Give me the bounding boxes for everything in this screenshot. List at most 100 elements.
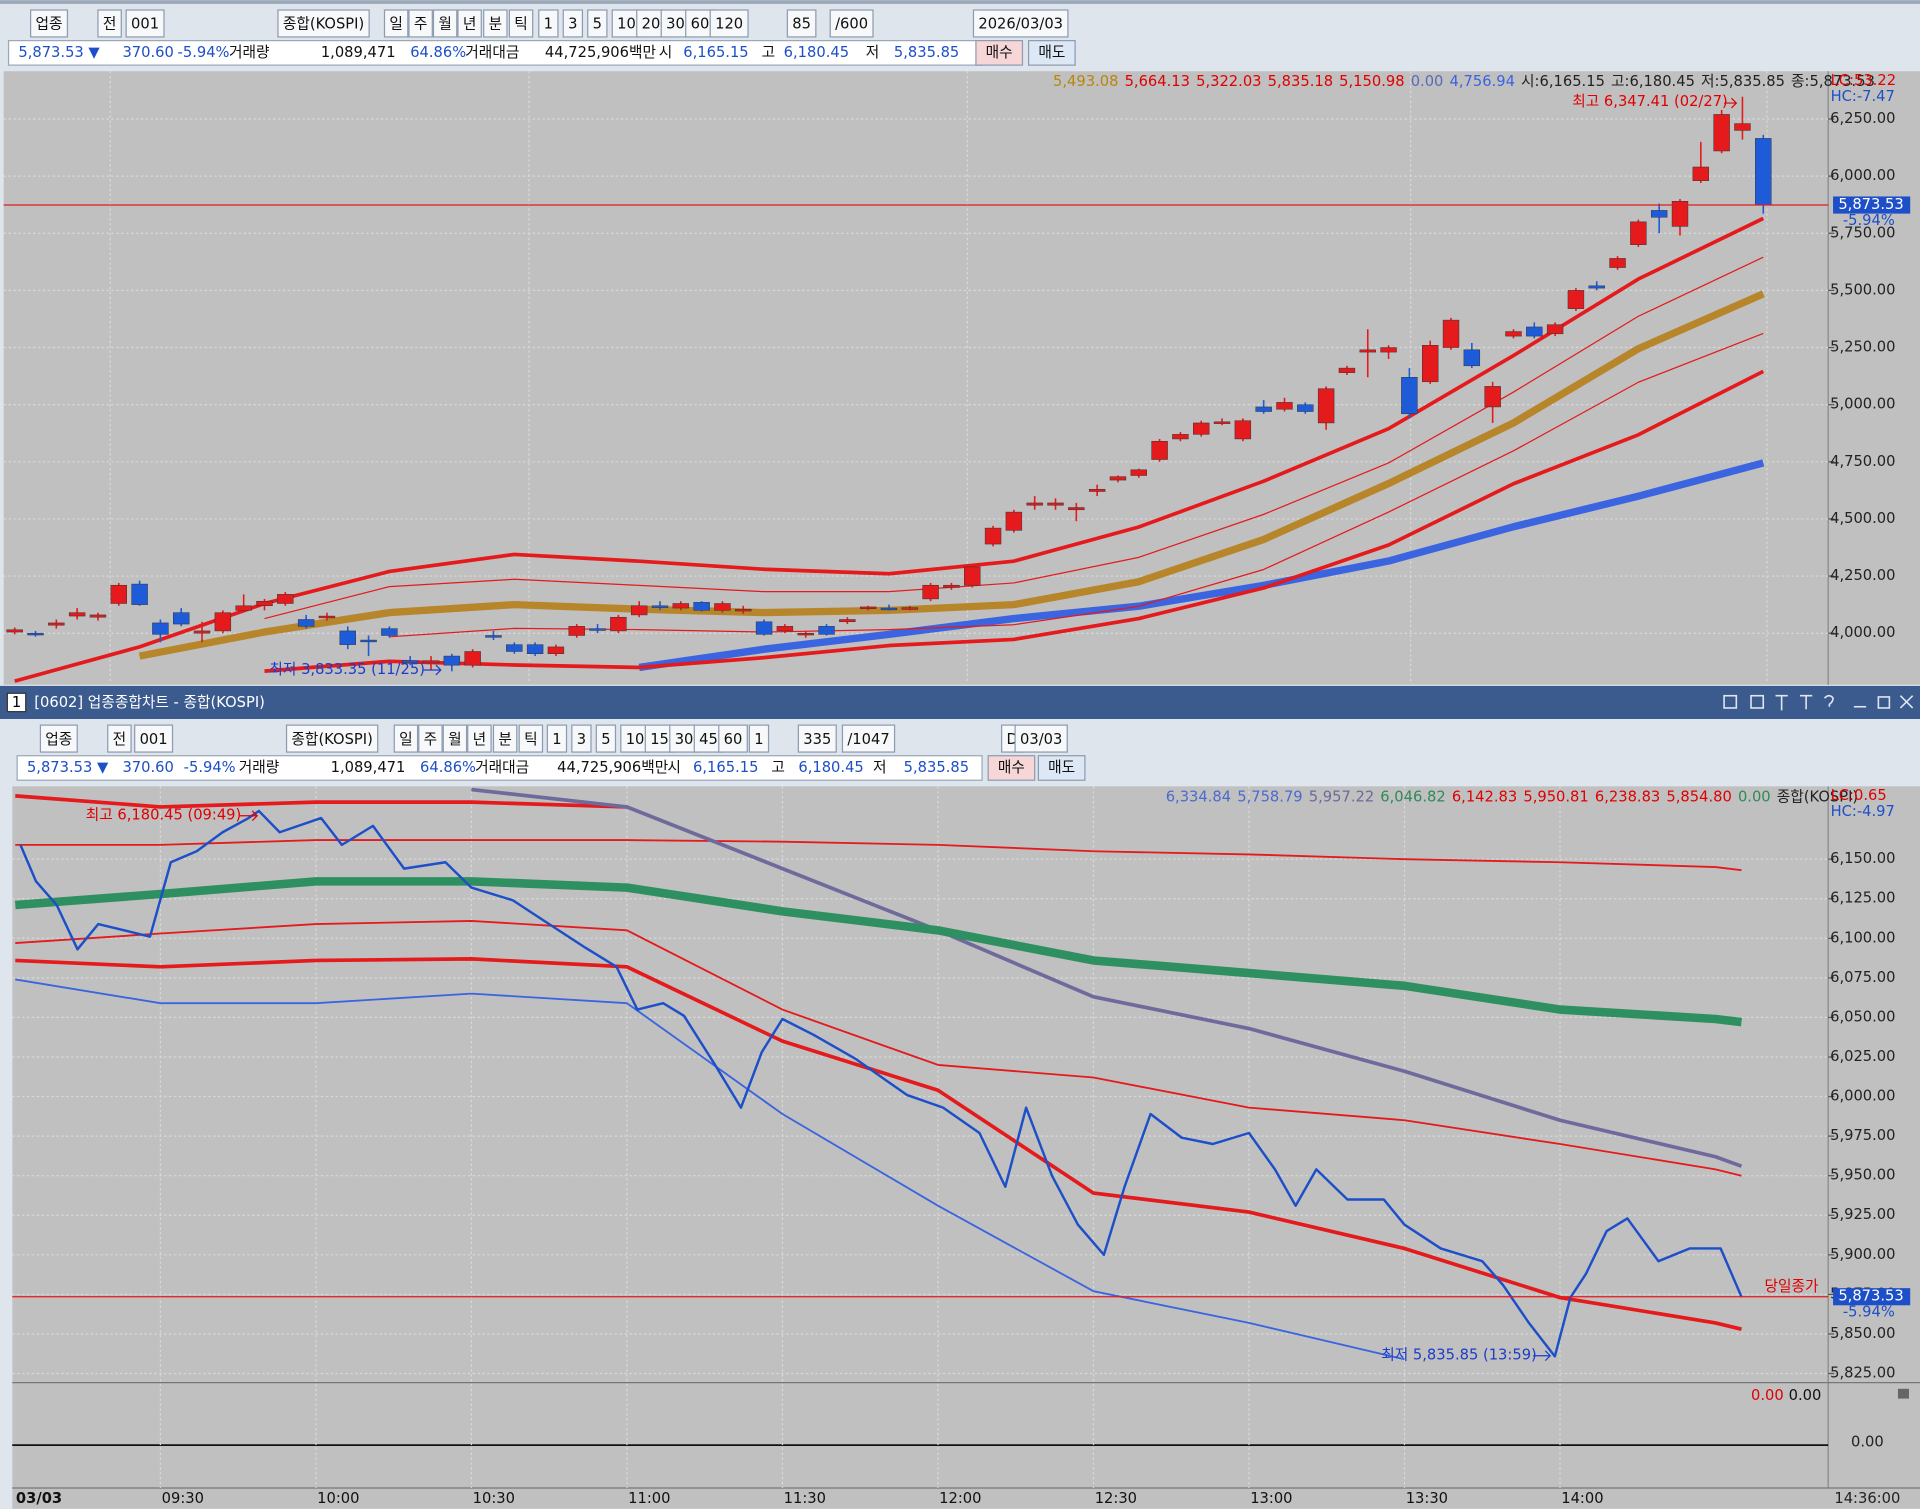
candle-body [1297, 404, 1314, 412]
toolbar-button[interactable] [467, 724, 492, 753]
toolbar-button[interactable] [709, 9, 749, 38]
order-button[interactable] [975, 40, 1024, 66]
panel-icon[interactable] [1897, 1388, 1909, 1399]
hc-label: HC:-4.97 [1831, 803, 1895, 820]
toolbar-button[interactable] [571, 724, 592, 753]
toolbar-button[interactable] [518, 724, 544, 753]
toolbar-button[interactable] [797, 724, 837, 753]
quote-item: 고 [762, 44, 776, 61]
toolbar-button[interactable] [393, 724, 419, 753]
toolbar-button[interactable] [636, 9, 666, 38]
legend-value: 고:6,180.45 [1611, 73, 1695, 90]
toolbar-button[interactable] [492, 724, 518, 753]
toolbar-button[interactable] [693, 724, 724, 753]
toolbar-button[interactable] [669, 724, 699, 753]
candle-body [1255, 406, 1272, 412]
toolbar-button[interactable] [432, 9, 458, 38]
toolbar-label: 30 [666, 16, 685, 33]
window-number-box [6, 692, 27, 713]
x-tick-label: 12:00 [939, 1490, 981, 1507]
low-annotation: 최저 5,835.85 (13:59) [1381, 1347, 1537, 1364]
candle-body [1047, 502, 1064, 506]
toolbar-button[interactable] [718, 724, 748, 753]
candle-body [880, 607, 898, 611]
window-controls[interactable] [1723, 694, 1914, 711]
change-label: -5.94% [1843, 1304, 1895, 1321]
toolbar-button[interactable] [841, 724, 896, 753]
quote-item: 시 [667, 759, 681, 776]
toolbar-button[interactable] [562, 9, 584, 38]
toolbar-button[interactable] [660, 9, 691, 38]
toolbar-button[interactable] [30, 9, 69, 38]
toolbar-label: 1 [544, 16, 553, 33]
legend-value: 5,150.98 [1339, 73, 1404, 90]
toolbar-button[interactable] [134, 724, 174, 753]
quote-item: 1,089,471 [321, 44, 396, 61]
toolbar-button[interactable] [39, 724, 78, 753]
candle-body [1005, 511, 1023, 531]
toolbar-label: 03/03 [1020, 731, 1062, 748]
order-button[interactable] [1027, 40, 1076, 66]
toolbar-button[interactable] [408, 9, 433, 38]
toolbar-button[interactable] [107, 724, 132, 753]
candle-body [1151, 440, 1168, 460]
y-tick-label: 5,500.00 [1830, 281, 1895, 298]
candle-body [1734, 123, 1751, 131]
candle-body [1505, 331, 1522, 337]
y-tick-label: 6,150.00 [1830, 850, 1895, 867]
y-tick-label: 5,825.00 [1830, 1365, 1895, 1382]
candle-body [1130, 469, 1147, 476]
toolbar-button[interactable] [685, 9, 715, 38]
low-arrow [423, 664, 442, 676]
toolbar-label: 60 [691, 16, 710, 33]
toolbar-button[interactable] [442, 724, 468, 753]
toolbar-button[interactable] [383, 9, 409, 38]
candle-body [1630, 221, 1647, 245]
toolbar-button[interactable] [595, 724, 617, 753]
moving-average [15, 978, 1405, 1361]
toolbar-button[interactable] [483, 9, 508, 38]
candle-body [901, 607, 918, 610]
legend-value: 6,046.82 [1380, 788, 1445, 805]
toolbar-label: 일 [389, 16, 403, 33]
candle-body [1234, 420, 1252, 440]
candle-body [360, 639, 377, 643]
toolbar-label: 335 [803, 731, 831, 748]
toolbar-label: 1 [754, 731, 763, 748]
price-tag [1833, 196, 1911, 214]
end-time: 14:36:00 [1834, 1490, 1900, 1507]
toolbar-label: 85 [792, 16, 811, 33]
toolbar-button[interactable] [748, 724, 770, 753]
legend-value: 6,334.84 [1166, 788, 1231, 805]
candle-body [1380, 347, 1397, 353]
toolbar-button[interactable] [97, 9, 122, 38]
toolbar-button[interactable] [538, 9, 559, 38]
toolbar-button[interactable] [587, 9, 608, 38]
toolbar-button[interactable] [546, 724, 568, 753]
toolbar-button[interactable] [1014, 724, 1068, 753]
left-border [0, 722, 13, 1509]
toolbar-button[interactable] [285, 724, 379, 753]
quote-item: 370.60 [122, 759, 173, 776]
toolbar-button[interactable] [457, 9, 482, 38]
toolbar-button[interactable] [829, 9, 874, 38]
toolbar-button[interactable] [972, 9, 1069, 38]
price-tag-label: 5,873.53 [1838, 1288, 1903, 1305]
toolbar-button[interactable] [125, 9, 165, 38]
candle-body [776, 626, 794, 632]
quote-item: 6,165.15 [683, 44, 748, 61]
toolbar-button[interactable] [508, 9, 534, 38]
candle-body [1484, 386, 1501, 408]
candle-body [1713, 114, 1730, 152]
toolbar-button[interactable] [786, 9, 817, 38]
toolbar-button[interactable] [611, 9, 642, 38]
toolbar-label: 30 [675, 731, 694, 748]
candle-body [818, 626, 835, 635]
quote-item: 44,725,906백만 [557, 759, 668, 776]
toolbar-button[interactable] [418, 724, 443, 753]
toolbar-label: 일 [399, 731, 413, 748]
toolbar-label: 업종 [36, 16, 63, 33]
toolbar-button[interactable] [277, 9, 370, 38]
order-button[interactable] [987, 755, 1036, 781]
order-button[interactable] [1037, 755, 1086, 781]
